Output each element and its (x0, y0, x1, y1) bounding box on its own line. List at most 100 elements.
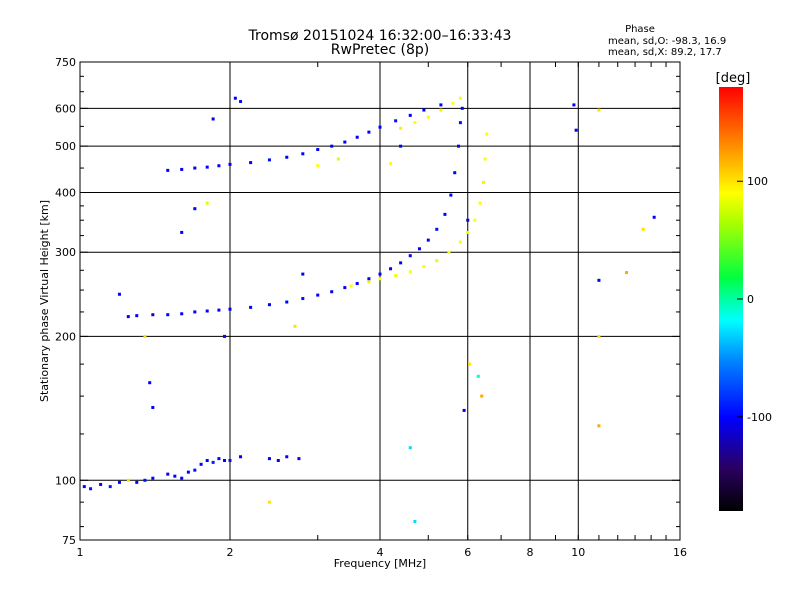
data-point (394, 119, 398, 123)
data-point (389, 267, 393, 271)
y-tick-label: 600 (55, 102, 76, 115)
data-point (193, 207, 197, 211)
data-point (478, 201, 482, 205)
data-point (117, 480, 121, 484)
data-point (343, 286, 347, 290)
x-tick-label: 6 (464, 546, 471, 559)
data-point (186, 470, 190, 474)
x-axis-label: Frequency [MHz] (334, 557, 426, 570)
data-point (205, 201, 209, 205)
data-point (205, 309, 209, 313)
data-point (422, 108, 426, 112)
data-point (285, 300, 289, 304)
x-axis: 1 2 4 6 8 10 16 (77, 62, 687, 559)
data-point (625, 271, 629, 275)
y-tick-label: 200 (55, 330, 76, 343)
data-point (439, 103, 443, 107)
data-point (180, 312, 184, 316)
data-point (408, 113, 412, 117)
data-point (447, 250, 451, 254)
data-point (205, 458, 209, 462)
data-point (453, 171, 457, 175)
data-point (426, 238, 430, 242)
data-point (267, 457, 271, 461)
data-point (597, 334, 601, 338)
data-point (468, 362, 472, 366)
data-point (151, 313, 155, 317)
colorbar-tick-label: 0 (747, 293, 754, 306)
data-point (394, 274, 398, 278)
data-point (367, 130, 371, 134)
data-point (217, 308, 221, 312)
data-point (205, 165, 209, 169)
data-point (574, 128, 578, 132)
data-point (148, 381, 152, 385)
data-point (457, 144, 461, 148)
data-point (462, 408, 466, 412)
data-point (389, 161, 393, 165)
x-tick-label: 4 (377, 546, 384, 559)
y-axis: 75 100 200 300 400 500 600 750 (55, 56, 680, 547)
data-point (180, 167, 184, 171)
data-point (435, 259, 439, 263)
data-point (211, 460, 215, 464)
data-point (439, 108, 443, 112)
data-point (193, 310, 197, 314)
x-tick-label: 10 (571, 546, 585, 559)
data-point (217, 164, 221, 168)
data-point (473, 218, 477, 222)
data-point (343, 140, 347, 144)
data-point (151, 476, 155, 480)
data-point (458, 121, 462, 125)
data-point (426, 115, 430, 119)
data-point (349, 284, 353, 288)
data-point (180, 230, 184, 234)
data-point (117, 292, 121, 296)
data-point (355, 135, 359, 139)
data-point (276, 458, 280, 462)
data-point (399, 126, 403, 130)
data-point (82, 485, 86, 489)
chart-title: Tromsø 20151024 16:32:00–16:33:43 (248, 28, 512, 44)
data-point (173, 474, 177, 478)
data-point (301, 297, 305, 301)
data-point (223, 458, 227, 462)
x-tick-label: 1 (77, 546, 84, 559)
data-point (330, 144, 334, 148)
data-point (228, 162, 232, 166)
data-point (408, 446, 412, 450)
colorbar-unit: [deg] (716, 71, 751, 86)
data-point (458, 240, 462, 244)
data-point (476, 374, 480, 378)
data-point (652, 215, 656, 219)
data-point (417, 247, 421, 251)
data-point (466, 218, 470, 222)
colorbar-ticks: 100 0 -100 (737, 175, 772, 424)
data-point (301, 152, 305, 156)
data-point (641, 227, 645, 231)
data-point (481, 180, 485, 184)
data-point (316, 148, 320, 152)
x-tick-label: 8 (527, 546, 534, 559)
data-point (449, 193, 453, 197)
data-point (228, 458, 232, 462)
data-point (413, 121, 417, 125)
data-point (228, 307, 232, 311)
data-point (249, 305, 253, 309)
data-point (466, 230, 470, 234)
data-point (336, 157, 340, 161)
data-point (443, 212, 447, 216)
y-tick-label: 75 (62, 534, 76, 547)
data-point (422, 265, 426, 269)
data-point (135, 314, 139, 318)
x-tick-label: 16 (673, 546, 687, 559)
colorbar-tick-label: 100 (747, 175, 768, 188)
data-point (483, 157, 487, 161)
data-point (126, 478, 130, 482)
data-point (597, 424, 601, 428)
data-point (367, 280, 371, 284)
data-point (233, 96, 237, 100)
data-point (316, 164, 320, 168)
data-point (223, 334, 227, 338)
y-tick-label: 500 (55, 140, 76, 153)
